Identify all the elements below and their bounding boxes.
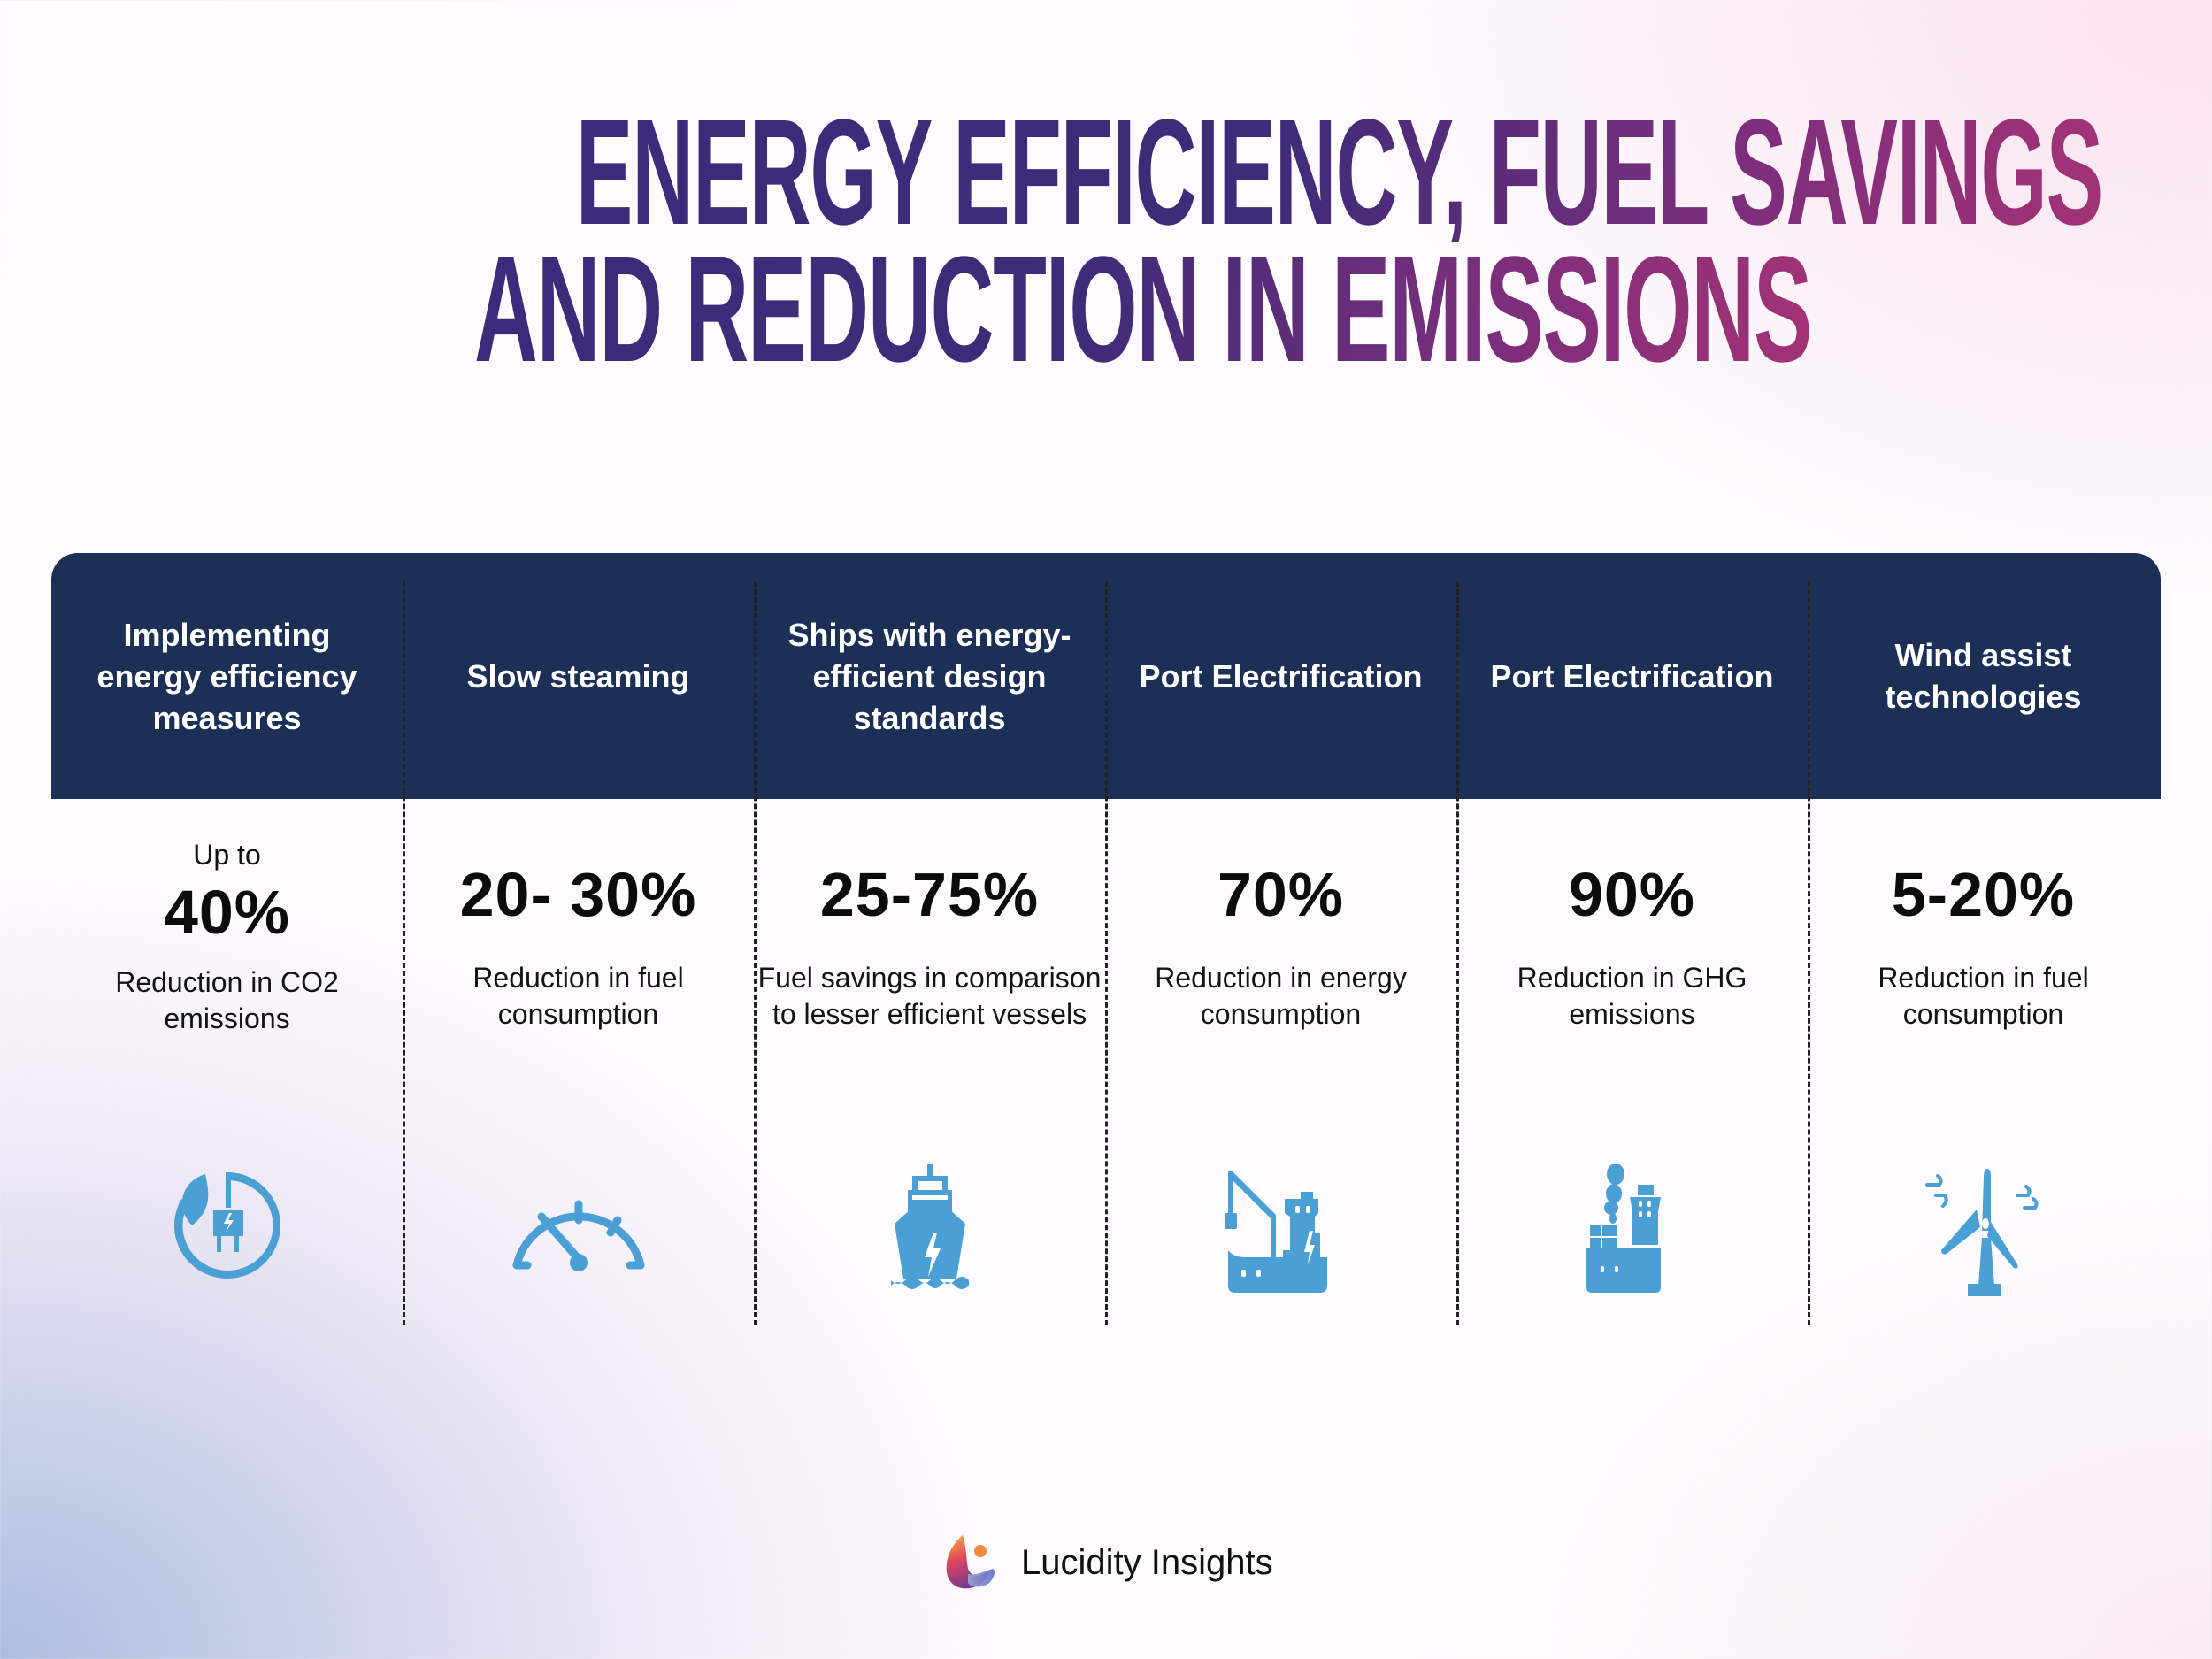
electric-ship-icon <box>890 1164 969 1289</box>
stat-value: 40% <box>163 878 291 947</box>
stat-value: 25-75% <box>819 860 1040 929</box>
stat-prefix: Up to <box>193 839 261 871</box>
stat-description: Fuel savings in comparison to lesser eff… <box>757 962 1102 1030</box>
stat-description: Reduction in fuel consumption <box>472 962 684 1030</box>
wind-turbine-icon <box>1924 1169 2039 1296</box>
column-divider <box>1456 581 1459 1325</box>
stat-column-slow-steaming: Slow steaming 20- 30% Reduction in fuel … <box>403 553 754 1325</box>
stat-column-energy-efficiency: Implementing energy efficiency measures … <box>51 553 403 1325</box>
lucidity-logo-icon <box>946 1535 995 1589</box>
stat-description: Reduction in energy consumption <box>1155 962 1407 1030</box>
stat-value: 5-20% <box>1891 860 2076 929</box>
column-header: Wind assist technologies <box>1885 637 2082 715</box>
column-divider <box>403 581 405 1325</box>
stat-description: Reduction in GHG emissions <box>1517 962 1747 1030</box>
column-header: Ships with energy-efficient design stand… <box>787 616 1071 736</box>
column-header: Port Electrification <box>1490 657 1774 695</box>
stat-column-wind-assist: Wind assist technologies 5-20% Reduction… <box>1808 553 2159 1325</box>
column-header: Port Electrification <box>1139 657 1423 695</box>
column-divider <box>1105 581 1108 1325</box>
title-line-2: AND REDUCTION IN EMISSIONS <box>474 226 1812 394</box>
title-line-1: ENERGY EFFICIENCY, FUEL SAVINGS <box>575 88 2103 257</box>
column-divider <box>1808 581 1810 1325</box>
stat-value: 90% <box>1568 860 1696 929</box>
page-title: ENERGY EFFICIENCY, FUEL SAVINGS AND REDU… <box>0 88 2212 394</box>
footer-logo: Lucidity Insights <box>945 1533 1273 1592</box>
column-header: Slow steaming <box>466 657 690 695</box>
leaf-plug-icon <box>173 1172 280 1279</box>
brand-name: Lucidity Insights <box>1021 1542 1273 1582</box>
stat-column-port-electrification-ghg: Port Electrification 90% Reduction in GH… <box>1456 553 1808 1325</box>
stat-column-ship-design: Ships with energy-efficient design stand… <box>754 553 1105 1325</box>
stat-column-port-electrification-energy: Port Electrification 70% Reduction in en… <box>1105 553 1456 1325</box>
stat-value: 20- 30% <box>459 860 697 929</box>
speedometer-icon <box>512 1200 644 1271</box>
stat-description: Reduction in fuel consumption <box>1878 962 2089 1030</box>
cargo-ship-icon <box>1586 1164 1661 1293</box>
port-crane-icon <box>1224 1171 1327 1293</box>
column-header: Implementing energy efficiency measures <box>96 616 357 736</box>
stat-description: Reduction in CO2 emissions <box>115 966 339 1034</box>
stat-value: 70% <box>1217 860 1345 929</box>
column-divider <box>754 581 757 1325</box>
